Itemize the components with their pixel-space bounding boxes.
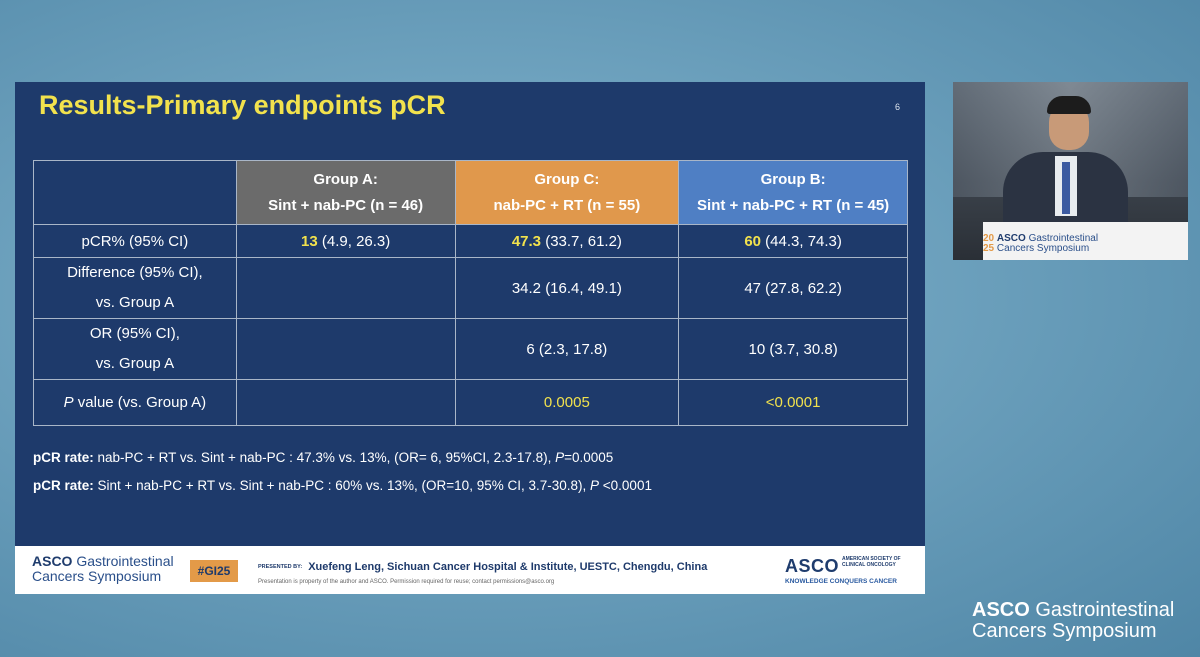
row-label-or: OR (95% CI), vs. Group A xyxy=(33,318,237,380)
table-row-pcr: pCR% (95% CI) 13 (4.9, 26.3) 47.3 (33.7,… xyxy=(33,224,908,258)
podium-sign: 20 ASCO Gastrointestinal 25 Cancers Symp… xyxy=(983,233,1099,254)
cell-diff-group-b: 47 (27.8, 62.2) xyxy=(678,257,908,319)
cell-or-group-a xyxy=(235,318,456,380)
presenter-info: PRESENTED BY: Xuefeng Leng, Sichuan Cance… xyxy=(258,561,708,573)
slide-title: Results-Primary endpoints pCR xyxy=(39,90,446,120)
row-label-pcr: pCR% (95% CI) xyxy=(33,224,237,258)
cell-pcr-group-a: 13 (4.9, 26.3) xyxy=(235,224,456,258)
pcr-rate-notes: pCR rate: nab-PC + RT vs. Sint + nab-PC … xyxy=(33,444,652,500)
footer-disclaimer: Presentation is property of the author a… xyxy=(258,579,555,585)
cell-pval-group-c: 0.0005 xyxy=(454,379,680,426)
results-table: Group A: Sint + nab-PC (n = 46) Group C:… xyxy=(33,160,908,426)
presentation-slide: Results-Primary endpoints pCR 6 Group A:… xyxy=(15,82,925,594)
asco-logo: ASCO AMERICAN SOCIETY OF CLINICAL ONCOLOG… xyxy=(785,556,901,585)
note-line-2: pCR rate: Sint + nab-PC + RT vs. Sint + … xyxy=(33,478,652,493)
cell-or-group-c: 6 (2.3, 17.8) xyxy=(454,318,680,380)
table-header-row: Group A: Sint + nab-PC (n = 46) Group C:… xyxy=(33,160,908,225)
row-label-difference: Difference (95% CI), vs. Group A xyxy=(33,257,237,319)
note-line-1: pCR rate: nab-PC + RT vs. Sint + nab-PC … xyxy=(33,450,614,465)
slide-page-number: 6 xyxy=(895,102,901,112)
cell-pcr-group-c: 47.3 (33.7, 61.2) xyxy=(454,224,680,258)
header-group-b: Group B: Sint + nab-PC + RT (n = 45) xyxy=(678,160,908,225)
speaker-video-feed: 20 ASCO Gastrointestinal 25 Cancers Symp… xyxy=(953,82,1188,260)
cell-or-group-b: 10 (3.7, 30.8) xyxy=(678,318,908,380)
broadcast-corner-logo: ASCO Gastrointestinal Cancers Symposium xyxy=(972,599,1175,642)
cell-pcr-group-b: 60 (44.3, 74.3) xyxy=(678,224,908,258)
header-group-a: Group A: Sint + nab-PC (n = 46) xyxy=(235,160,456,225)
cell-diff-group-a xyxy=(235,257,456,319)
cell-diff-group-c: 34.2 (16.4, 49.1) xyxy=(454,257,680,319)
cell-pval-group-a xyxy=(235,379,456,426)
hashtag-badge: #GI25 xyxy=(190,560,238,582)
header-group-c: Group C: nab-PC + RT (n = 55) xyxy=(454,160,680,225)
table-header-empty xyxy=(33,160,237,225)
table-row-or: OR (95% CI), vs. Group A 6 (2.3, 17.8) 1… xyxy=(33,318,908,380)
podium xyxy=(983,222,1188,260)
cell-pval-group-b: <0.0001 xyxy=(678,379,908,426)
table-row-pvalue: P value (vs. Group A) 0.0005 <0.0001 xyxy=(33,379,908,426)
slide-footer: ASCO Gastrointestinal Cancers Symposium … xyxy=(15,546,925,594)
symposium-logo: ASCO Gastrointestinal Cancers Symposium xyxy=(32,553,174,584)
table-row-difference: Difference (95% CI), vs. Group A 34.2 (1… xyxy=(33,257,908,319)
row-label-pvalue: P value (vs. Group A) xyxy=(33,379,237,426)
